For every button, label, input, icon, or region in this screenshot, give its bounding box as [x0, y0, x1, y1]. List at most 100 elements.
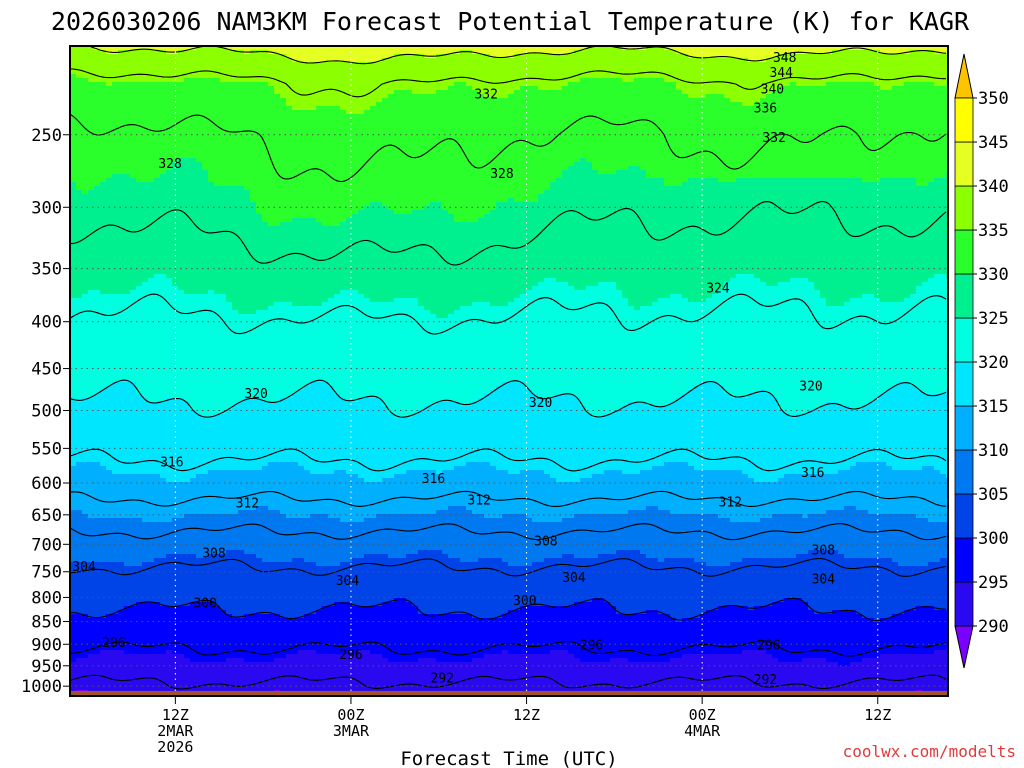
fill-cell [184, 438, 191, 443]
fill-cell [88, 642, 95, 647]
fill-cell [130, 74, 137, 79]
fill-cell [226, 62, 233, 67]
fill-cell [172, 46, 179, 51]
fill-cell [118, 478, 125, 483]
fill-cell [106, 538, 113, 543]
fill-cell [82, 526, 89, 531]
fill-cell [160, 542, 167, 547]
fill-cell [100, 442, 107, 447]
fill-cell [130, 106, 137, 111]
fill-cell [184, 674, 191, 679]
fill-cell [130, 554, 137, 559]
fill-cell [190, 322, 197, 327]
fill-cell [88, 54, 95, 59]
fill-cell [196, 310, 203, 315]
fill-cell [130, 546, 137, 551]
fill-cell [112, 374, 119, 379]
fill-cell [184, 326, 191, 331]
fill-cell [70, 438, 77, 443]
fill-cell [160, 622, 167, 627]
fill-cell [202, 122, 209, 127]
fill-cell [130, 254, 137, 259]
fill-cell [196, 502, 203, 507]
fill-cell [190, 626, 197, 631]
fill-cell [244, 646, 251, 651]
fill-cell [70, 678, 77, 683]
fill-cell [112, 126, 119, 131]
fill-cell [106, 494, 113, 499]
fill-cell [190, 106, 197, 111]
fill-cell [130, 194, 137, 199]
fill-cell [94, 66, 101, 71]
fill-cell [250, 166, 257, 171]
fill-cell [190, 298, 197, 303]
fill-cell [76, 654, 83, 659]
fill-cell [244, 298, 251, 303]
fill-cell [124, 82, 131, 87]
fill-cell [232, 678, 239, 683]
fill-cell [82, 502, 89, 507]
fill-cell [136, 286, 143, 291]
fill-cell [136, 602, 143, 607]
fill-cell [130, 370, 137, 375]
fill-cell [244, 134, 251, 139]
fill-cell [88, 46, 95, 51]
fill-cell [250, 254, 257, 259]
fill-cell [178, 546, 185, 551]
fill-cell [244, 530, 251, 535]
fill-cell [106, 498, 113, 503]
fill-cell [94, 498, 101, 503]
fill-cell [88, 370, 95, 375]
fill-cell [196, 190, 203, 195]
fill-cell [160, 282, 167, 287]
fill-cell [118, 422, 125, 427]
fill-cell [112, 134, 119, 139]
fill-cell [172, 522, 179, 527]
fill-cell [154, 474, 161, 479]
fill-cell [220, 138, 227, 143]
fill-cell [94, 362, 101, 367]
fill-cell [118, 158, 125, 163]
fill-cell [244, 558, 251, 563]
fill-cell [160, 122, 167, 127]
fill-cell [238, 442, 245, 447]
fill-cell [160, 54, 167, 59]
fill-cell [82, 486, 89, 491]
fill-cell [154, 582, 161, 587]
fill-cell [160, 598, 167, 603]
fill-cell [112, 682, 119, 687]
fill-cell [124, 46, 131, 51]
fill-cell [232, 254, 239, 259]
fill-cell [232, 102, 239, 107]
fill-cell [184, 366, 191, 371]
fill-cell [94, 474, 101, 479]
fill-cell [238, 326, 245, 331]
fill-cell [88, 550, 95, 555]
fill-cell [124, 442, 131, 447]
fill-cell [124, 162, 131, 167]
fill-cell [118, 542, 125, 547]
fill-cell [214, 646, 221, 651]
fill-cell [172, 634, 179, 639]
fill-cell [244, 202, 251, 207]
fill-cell [244, 658, 251, 663]
fill-cell [220, 642, 227, 647]
fill-cell [226, 358, 233, 363]
fill-cell [70, 146, 77, 151]
fill-cell [70, 538, 77, 543]
fill-cell [142, 90, 149, 95]
fill-cell [232, 538, 239, 543]
fill-cell [178, 146, 185, 151]
fill-cell [136, 278, 143, 283]
fill-cell [82, 446, 89, 451]
fill-cell [154, 630, 161, 635]
fill-cell [124, 246, 131, 251]
fill-cell [148, 118, 155, 123]
fill-cell [178, 522, 185, 527]
fill-cell [100, 66, 107, 71]
fill-cell [196, 242, 203, 247]
fill-cell [88, 250, 95, 255]
fill-cell [178, 454, 185, 459]
fill-cell [76, 166, 83, 171]
fill-cell [160, 86, 167, 91]
